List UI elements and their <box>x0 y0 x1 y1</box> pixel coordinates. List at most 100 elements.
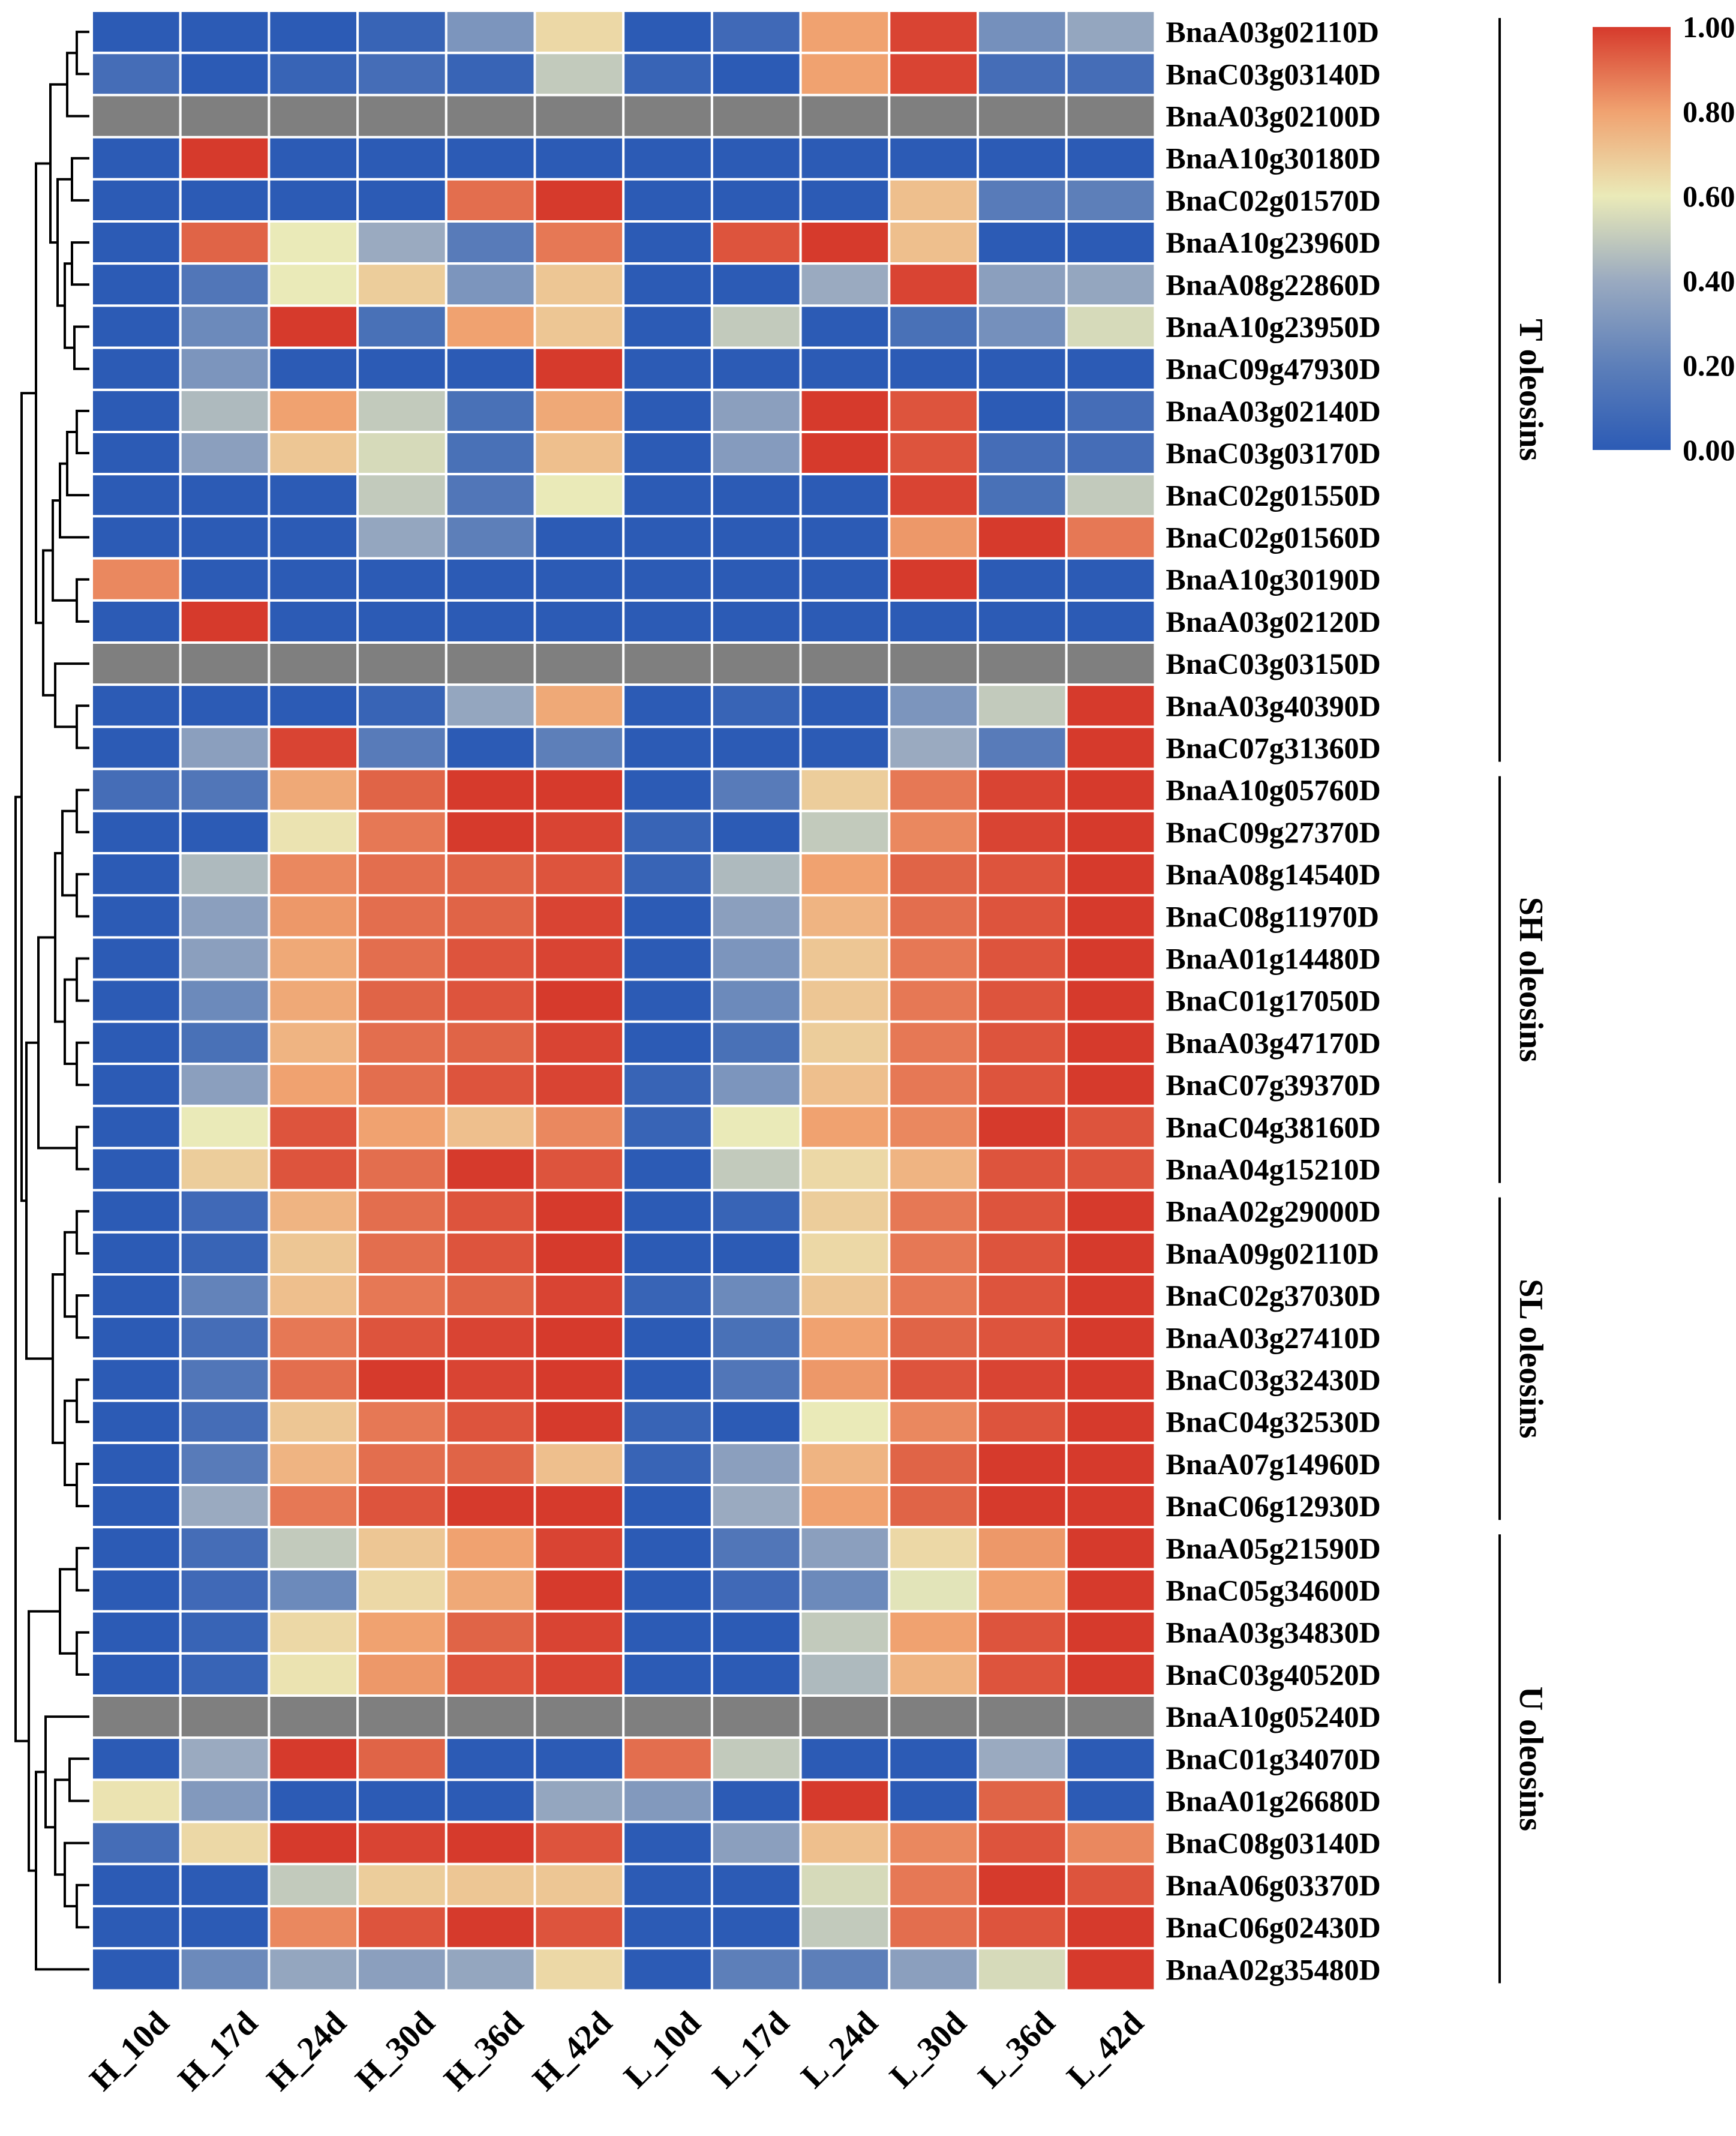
group-label: SL oleosins <box>1512 1279 1549 1438</box>
heatmap-cell <box>622 1105 713 1150</box>
heatmap-cell <box>444 1147 536 1192</box>
heatmap-cell <box>977 1820 1068 1865</box>
row-label: BnaC02g01550D <box>1166 478 1380 512</box>
heatmap-cell <box>533 304 625 349</box>
heatmap-cell <box>977 515 1068 560</box>
dendrogram-branch <box>54 662 89 728</box>
row-label: BnaC02g37030D <box>1166 1279 1380 1312</box>
heatmap-cell <box>179 1862 271 1908</box>
heatmap-cell <box>268 1736 359 1781</box>
heatmap-cell <box>799 767 891 812</box>
heatmap-cell <box>977 1315 1068 1360</box>
heatmap-cell <box>444 1610 536 1655</box>
heatmap-cell <box>91 852 182 897</box>
heatmap-cell <box>888 388 980 433</box>
heatmap-cell <box>888 936 980 981</box>
heatmap-cell <box>888 641 980 686</box>
heatmap-cell <box>710 52 802 97</box>
heatmap-cell <box>91 1189 182 1234</box>
group-brackets: T oleosins SH oleosins SL oleosins U oleosi… <box>1498 18 1549 1984</box>
heatmap-cell <box>444 473 536 518</box>
row-label: BnaC01g34070D <box>1166 1742 1380 1775</box>
heatmap-cell <box>710 936 802 981</box>
heatmap-cell <box>710 136 802 181</box>
heatmap-cell <box>533 1273 625 1318</box>
heatmap-cell <box>1065 1862 1157 1908</box>
heatmap-cell <box>268 1820 359 1865</box>
dendrogram-branch <box>76 578 89 623</box>
heatmap-cell <box>533 52 625 97</box>
dendrogram-branch <box>76 1210 89 1255</box>
row-label: BnaA05g21590D <box>1166 1531 1380 1565</box>
heatmap-cell <box>710 1568 802 1613</box>
dendrogram-branch <box>76 873 89 918</box>
row-label: BnaC03g03150D <box>1166 647 1380 680</box>
heatmap-cell <box>356 599 447 644</box>
row-label: BnaC06g02430D <box>1166 1910 1380 1944</box>
heatmap-cell <box>533 1441 625 1487</box>
heatmap-cell <box>977 10 1068 55</box>
heatmap-cell <box>710 683 802 728</box>
heatmap-cell <box>444 1273 536 1318</box>
heatmap-cell <box>799 220 891 265</box>
row-label: BnaA01g26680D <box>1166 1784 1380 1818</box>
row-label: BnaA03g47170D <box>1166 1026 1380 1060</box>
heatmap-cell <box>710 852 802 897</box>
heatmap-cell <box>888 557 980 602</box>
heatmap-cell <box>710 473 802 518</box>
heatmap-cell <box>268 683 359 728</box>
row-label: BnaA02g35480D <box>1166 1952 1380 1986</box>
heatmap-cell <box>179 1189 271 1234</box>
heatmap-cell <box>179 978 271 1023</box>
heatmap-cell <box>977 852 1068 897</box>
heatmap-cell <box>622 473 713 518</box>
heatmap-cell <box>444 641 536 686</box>
heatmap-cell <box>977 1399 1068 1444</box>
heatmap-cell <box>179 1652 271 1697</box>
row-label: BnaA03g40390D <box>1166 689 1380 722</box>
row-label: BnaA02g29000D <box>1166 1195 1380 1228</box>
heatmap-cell <box>268 178 359 223</box>
heatmap-cell <box>888 1610 980 1655</box>
heatmap-cell <box>622 388 713 433</box>
heatmap-cell <box>977 388 1068 433</box>
heatmap-cell <box>268 473 359 518</box>
heatmap-cell <box>888 1399 980 1444</box>
heatmap-cell <box>977 220 1068 265</box>
heatmap-cell <box>1065 1063 1157 1108</box>
heatmap-cell <box>444 1399 536 1444</box>
dendrogram-branch <box>44 1715 89 1829</box>
row-label: BnaC08g11970D <box>1166 899 1379 933</box>
heatmap-cell <box>91 1273 182 1318</box>
heatmap-cell <box>710 1273 802 1318</box>
heatmap-cell <box>888 10 980 55</box>
heatmap-cell <box>799 346 891 391</box>
heatmap-cell <box>444 1862 536 1908</box>
heatmap-cell <box>1065 1441 1157 1487</box>
heatmap-cell <box>91 1399 182 1444</box>
heatmap-cell <box>977 1441 1068 1487</box>
heatmap-cell <box>888 1273 980 1318</box>
heatmap-cell <box>179 852 271 897</box>
dendrogram-branch <box>61 809 77 897</box>
heatmap-cell <box>799 1063 891 1108</box>
heatmap-cell <box>799 1484 891 1529</box>
heatmap-cell <box>356 1441 447 1487</box>
heatmap-cell <box>91 894 182 939</box>
heatmap-cell <box>268 10 359 55</box>
dendrogram-branch <box>76 1294 89 1339</box>
heatmap-cell <box>356 1568 447 1613</box>
heatmap-cell <box>91 1652 182 1697</box>
heatmap-cell <box>533 978 625 1023</box>
dendrogram-branch <box>73 325 89 370</box>
heatmap-cell <box>533 894 625 939</box>
heatmap-cell <box>268 1947 359 1992</box>
heatmap-cell <box>91 304 182 349</box>
heatmap-cell <box>977 1568 1068 1613</box>
row-label: BnaC01g17050D <box>1166 984 1380 1018</box>
heatmap-cell <box>268 1484 359 1529</box>
heatmap-cell <box>179 431 271 476</box>
heatmap-cell <box>91 767 182 812</box>
heatmap-cell <box>977 1063 1068 1108</box>
heatmap-cell <box>977 1778 1068 1823</box>
